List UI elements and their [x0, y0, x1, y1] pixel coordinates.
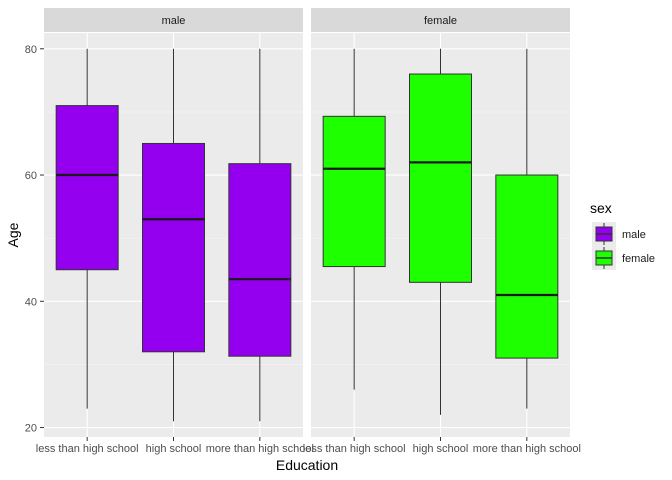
box-male [228, 163, 292, 357]
facet-strip-female [311, 8, 570, 32]
x-tick-label: high school [413, 443, 469, 455]
x-tick-label: less than high school [303, 443, 406, 455]
x-tick-label: more than high school [473, 443, 581, 455]
box-female [409, 73, 472, 283]
y-axis-title: Age [5, 222, 21, 247]
boxplots [55, 48, 559, 422]
y-tick-label: 40 [25, 296, 37, 308]
facet-strip-male [44, 8, 303, 32]
y-tick-label: 20 [25, 423, 37, 435]
x-axis: less than high school high school more tha… [36, 437, 581, 455]
x-tick-label: more than high school [206, 443, 314, 455]
x-tick-label: high school [146, 443, 202, 455]
facet-label-male: male [162, 15, 186, 27]
box-male [142, 142, 205, 353]
box-male [55, 105, 119, 271]
facet-label-female: female [424, 15, 457, 27]
y-axis: 20 40 60 80 [25, 44, 44, 435]
y-tick-label: 60 [25, 170, 37, 182]
legend-label-female: female [622, 253, 655, 265]
box-female [322, 115, 386, 268]
x-tick-label: less than high school [36, 443, 139, 455]
y-tick-label: 80 [25, 44, 37, 56]
x-axis-title: Education [276, 457, 338, 473]
legend-title: sex [590, 200, 612, 216]
box-female [495, 174, 559, 359]
legend-label-male: male [622, 229, 646, 241]
legend: sex male female [590, 200, 655, 270]
